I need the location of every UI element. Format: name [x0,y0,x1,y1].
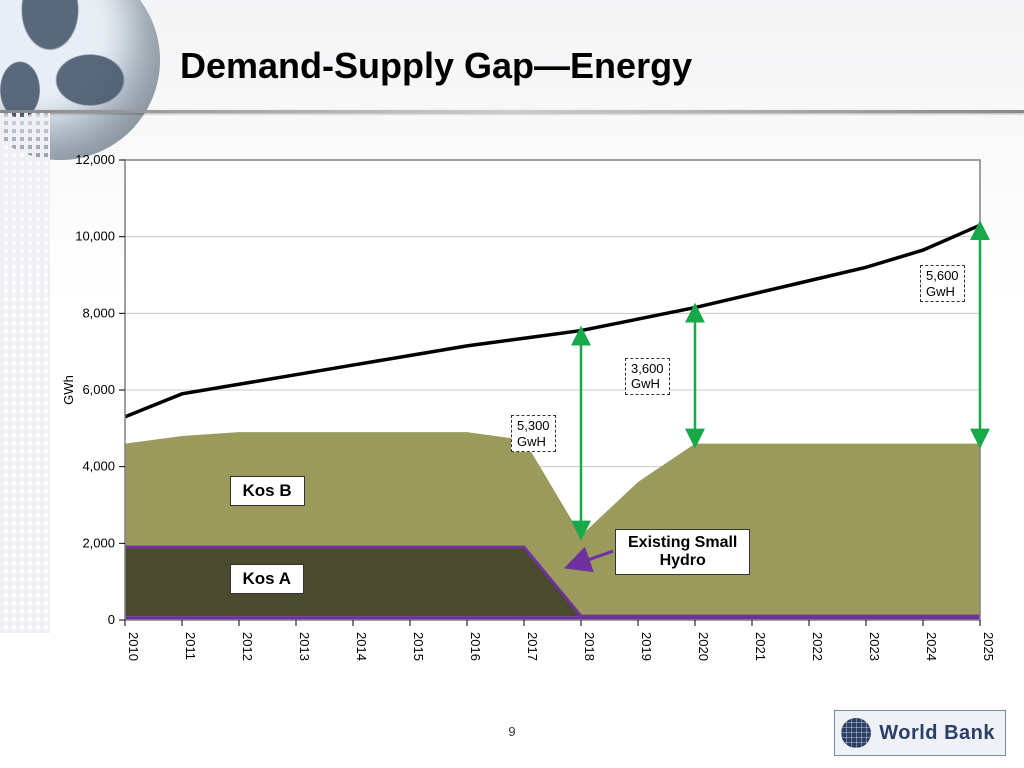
svg-text:0: 0 [108,612,115,627]
side-texture [0,113,50,633]
svg-text:2022: 2022 [810,632,825,661]
svg-text:GWh: GWh [61,375,76,405]
header-divider [0,110,1024,113]
svg-text:2013: 2013 [297,632,312,661]
svg-text:2012: 2012 [240,632,255,661]
svg-text:2017: 2017 [525,632,540,661]
energy-gap-chart: 0 2,000 4,000 6,000 8,000 10,000 12,000 GWh 2010… [55,150,995,680]
svg-text:8,000: 8,000 [82,305,115,320]
world-bank-text: World Bank [879,722,995,745]
svg-text:10,000: 10,000 [75,229,115,244]
svg-text:2025: 2025 [981,632,995,661]
svg-text:6,000: 6,000 [82,382,115,397]
world-bank-globe-icon [841,718,871,748]
svg-text:12,000: 12,000 [75,152,115,167]
svg-text:2016: 2016 [468,632,483,661]
svg-text:4,000: 4,000 [82,459,115,474]
svg-text:2023: 2023 [867,632,882,661]
slide-title: Demand-Supply Gap—Energy [180,45,692,87]
svg-text:2019: 2019 [639,632,654,661]
svg-text:2010: 2010 [126,632,141,661]
svg-text:2021: 2021 [753,632,768,661]
svg-text:2015: 2015 [411,632,426,661]
world-bank-logo: World Bank [834,710,1006,756]
svg-text:2018: 2018 [582,632,597,661]
svg-text:2,000: 2,000 [82,535,115,550]
svg-text:2020: 2020 [696,632,711,661]
svg-text:2024: 2024 [924,632,939,661]
svg-text:2014: 2014 [354,632,369,661]
svg-text:2011: 2011 [183,632,198,660]
